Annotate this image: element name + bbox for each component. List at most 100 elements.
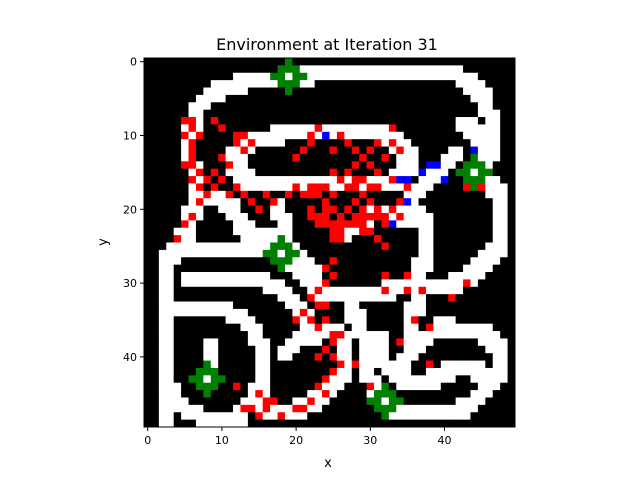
empty-cell [314,360,323,369]
empty-cell [359,404,367,413]
empty-cell [500,390,508,398]
visited-cell [411,316,419,325]
goal-cell [396,397,405,406]
empty-cell [322,161,330,170]
path-cell [485,323,494,332]
empty-cell [158,205,167,214]
empty-cell [277,94,286,103]
empty-cell [440,139,449,147]
visited-cell [284,190,293,199]
empty-cell [433,308,442,317]
goal-cell [195,382,204,391]
path-cell [425,220,434,229]
empty-cell [351,168,360,177]
empty-cell [262,419,271,428]
path-cell [158,397,167,406]
empty-cell [344,242,353,251]
empty-cell [470,198,479,206]
path-cell [329,183,338,192]
empty-cell [500,153,508,162]
visited-cell [396,146,405,155]
empty-cell [144,345,152,354]
empty-cell [188,367,197,376]
empty-cell [507,146,516,155]
empty-cell [195,397,204,406]
path-cell [262,338,271,347]
empty-cell [151,212,160,221]
path-cell [374,176,382,184]
empty-cell [440,205,449,214]
path-cell [233,412,241,420]
empty-cell [181,102,189,111]
path-cell [322,382,330,391]
empty-cell [195,316,204,325]
empty-cell [188,286,197,295]
path-cell [233,72,241,81]
empty-cell [507,257,516,265]
goal-cell [477,161,486,170]
path-cell [284,227,293,236]
empty-cell [151,190,160,199]
empty-cell [181,345,189,354]
empty-cell [448,94,456,103]
visited-cell [351,220,360,229]
empty-cell [240,294,249,302]
path-cell [351,316,360,325]
empty-cell [500,382,508,391]
empty-cell [210,235,219,243]
empty-cell [233,397,241,406]
path-cell [366,205,375,214]
path-cell [418,205,427,214]
empty-cell [233,345,241,354]
empty-cell [492,404,501,413]
empty-cell [463,375,471,384]
empty-cell [144,294,152,302]
empty-cell [225,235,234,243]
empty-cell [270,353,278,361]
path-cell [181,212,189,221]
visited-cell [336,212,345,221]
empty-cell [485,198,494,206]
visited-cell [344,168,353,177]
empty-cell [344,198,353,206]
empty-cell [218,227,226,236]
empty-cell [440,249,449,258]
empty-cell [151,58,160,66]
empty-cell [500,294,508,302]
empty-cell [173,146,182,155]
empty-cell [351,353,360,361]
empty-cell [448,301,456,310]
visited-cell [270,397,278,406]
path-cell [210,360,219,369]
path-cell [351,308,360,317]
path-cell [411,338,419,347]
empty-cell [344,382,353,391]
empty-cell [396,331,405,339]
empty-cell [151,272,160,280]
path-cell [425,212,434,221]
empty-cell [255,109,264,118]
empty-cell [188,390,197,398]
path-cell [195,279,204,288]
empty-cell [500,58,508,66]
empty-cell [448,338,456,347]
path-cell [374,345,382,354]
empty-cell [218,316,226,325]
path-cell [418,242,427,251]
path-cell [388,294,397,302]
empty-cell [225,102,234,111]
empty-cell [388,257,397,265]
path-cell [388,168,397,177]
empty-cell [403,58,412,66]
empty-cell [433,190,442,199]
empty-cell [425,316,434,325]
empty-cell [485,72,494,81]
path-cell [336,338,345,347]
empty-cell [203,72,212,81]
path-cell [470,72,479,81]
empty-cell [299,382,308,391]
empty-cell [351,338,360,347]
empty-cell [188,419,197,428]
path-cell [270,131,278,140]
goal-cell [210,367,219,376]
